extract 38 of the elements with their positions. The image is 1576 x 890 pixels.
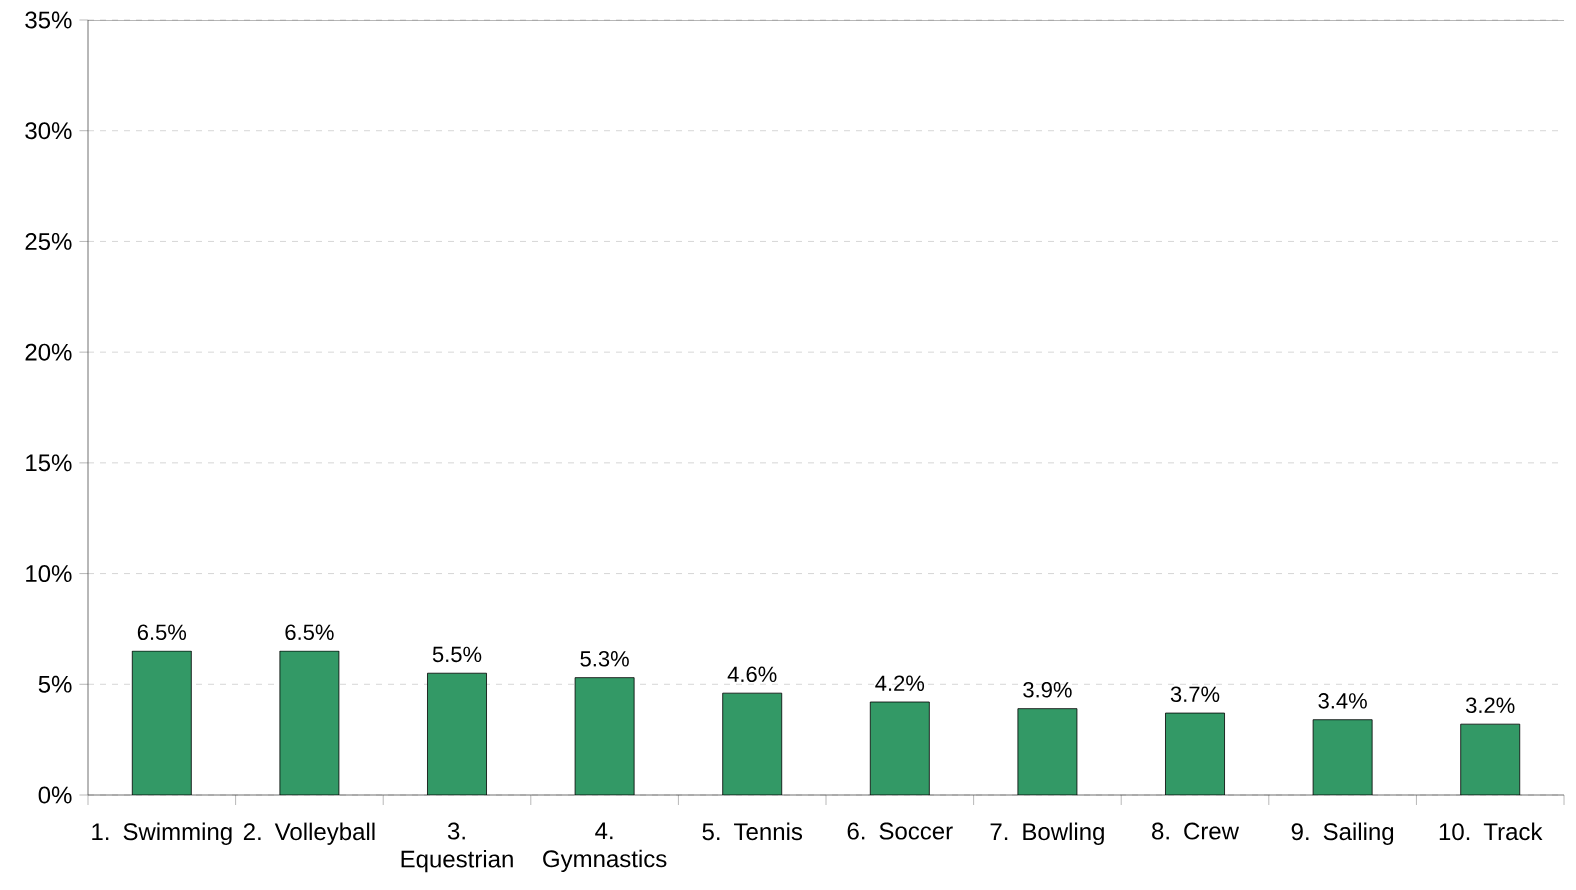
bar	[869, 701, 930, 795]
bar	[1017, 708, 1078, 795]
data-label: 5.5%	[432, 646, 482, 663]
bar	[1165, 712, 1225, 795]
x-tick-label: 9. Sailing	[1291, 822, 1394, 845]
data-label: 3.2%	[1466, 697, 1515, 714]
data-label: 6.5%	[137, 624, 187, 641]
data-label: 4.2%	[875, 675, 925, 691]
y-tick-label: 0%	[38, 786, 72, 804]
bar	[427, 672, 487, 795]
y-tick-label: 10%	[26, 565, 72, 583]
data-label: 3.7%	[1170, 686, 1220, 703]
y-tick-label: 20%	[25, 343, 72, 361]
data-label: 3.4%	[1318, 693, 1367, 709]
bar	[1460, 723, 1521, 795]
x-tick-label: 1. Swimming	[92, 822, 232, 845]
x-tick-label: 8. Crew	[1152, 822, 1240, 840]
bar	[574, 677, 635, 795]
x-tick-label: 6. Soccer	[847, 822, 953, 840]
data-label: 5.3%	[580, 651, 629, 667]
data-label: 6.5%	[285, 624, 334, 641]
x-tick-label: 7. Bowling	[990, 822, 1104, 845]
x-tick-label: 5. Tennis	[702, 822, 803, 841]
y-tick-label: 5%	[38, 675, 72, 693]
x-tick-label: 10. Track	[1439, 822, 1543, 841]
x-tick-label: 2. Volleyball	[243, 822, 375, 845]
x-tick-label: 3. Equestrian	[401, 822, 513, 873]
data-label: 4.6%	[727, 666, 777, 683]
y-tick-label: 15%	[26, 454, 72, 472]
data-label: 3.9%	[1023, 682, 1072, 698]
y-tick-label: 30%	[25, 122, 72, 140]
bar	[722, 692, 783, 795]
bar	[279, 650, 340, 795]
bar	[1312, 719, 1373, 795]
x-tick-label: 4. Gymnastics	[543, 822, 667, 873]
bar	[131, 650, 192, 795]
y-tick-label: 35%	[25, 11, 72, 29]
y-tick-label: 25%	[25, 232, 72, 250]
